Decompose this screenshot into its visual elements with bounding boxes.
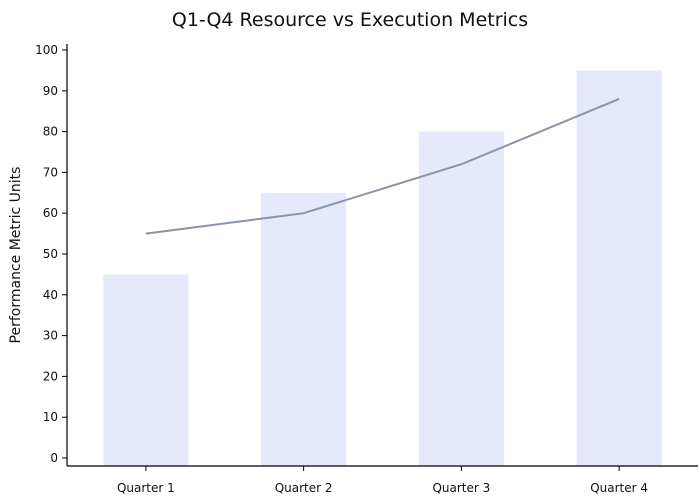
axes-layer	[66, 44, 698, 467]
bar-1	[103, 274, 189, 466]
line-layer	[145, 98, 620, 235]
y-tick-label-0: 0	[50, 451, 58, 465]
y-axis-label: Performance Metric Units	[8, 167, 24, 344]
bar-3	[418, 131, 504, 466]
series-line	[145, 98, 620, 235]
bar-2	[261, 192, 347, 467]
y-tick-label-10: 100	[35, 43, 58, 57]
y-tick-label-4: 40	[43, 288, 58, 302]
chart-title: Q1-Q4 Resource vs Execution Metrics	[172, 9, 528, 31]
y-tick-label-3: 30	[43, 329, 58, 343]
x-tick-label-2: Quarter 3	[432, 481, 490, 495]
bar-4	[576, 70, 662, 467]
y-tick-label-1: 10	[43, 410, 58, 424]
y-tick-label-5: 50	[43, 247, 58, 261]
x-tick-label-3: Quarter 4	[590, 481, 648, 495]
y-tick-label-9: 90	[43, 84, 58, 98]
x-tick-label-1: Quarter 2	[275, 481, 333, 495]
bars-layer	[103, 70, 662, 467]
x-tick-label-0: Quarter 1	[117, 481, 175, 495]
ticks-layer: 0 10 20 30 40 50 60 70 80 90 100 Quarter 1 Quarter 2…	[35, 43, 648, 495]
y-tick-label-2: 20	[43, 369, 58, 383]
y-tick-label-6: 60	[43, 206, 58, 220]
y-tick-label-7: 70	[43, 165, 58, 179]
y-tick-label-8: 80	[43, 125, 58, 139]
